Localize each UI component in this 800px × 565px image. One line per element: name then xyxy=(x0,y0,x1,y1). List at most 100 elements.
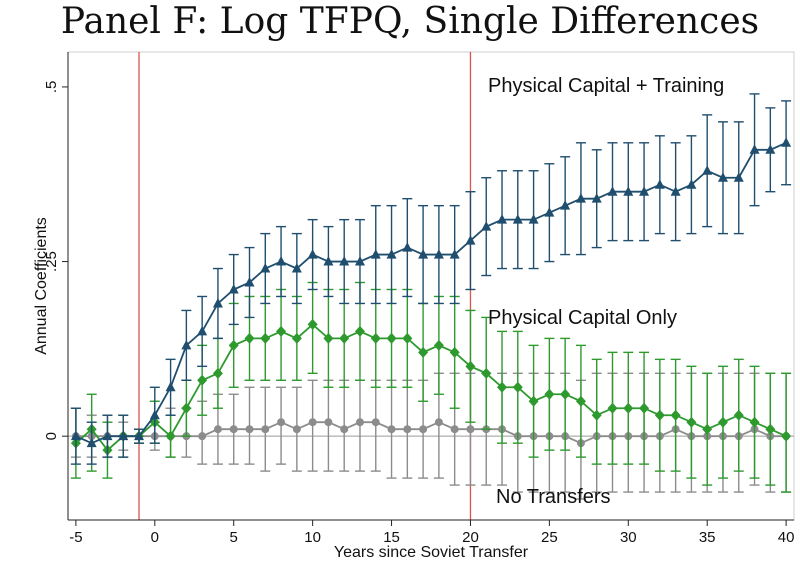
data-point xyxy=(212,367,223,379)
data-point xyxy=(607,186,618,196)
data-point xyxy=(403,425,412,434)
data-point xyxy=(465,235,476,245)
data-point xyxy=(197,325,208,336)
data-point xyxy=(228,283,239,294)
data-point xyxy=(781,137,792,147)
x-tick-label: 35 xyxy=(699,529,716,546)
data-point xyxy=(717,172,728,182)
data-point xyxy=(118,430,129,441)
data-point xyxy=(560,200,571,210)
data-point xyxy=(497,214,508,224)
data-point xyxy=(387,425,396,434)
data-point xyxy=(623,402,634,414)
chart-title: Panel F: Log TFPQ, Single Differences xyxy=(61,1,759,42)
data-point xyxy=(450,425,459,434)
data-point xyxy=(749,144,760,154)
data-point xyxy=(354,325,365,337)
annotation-physical-capital-training: Physical Capital + Training xyxy=(488,75,724,97)
x-tick-label: 40 xyxy=(778,529,795,546)
data-point xyxy=(355,418,364,427)
data-point xyxy=(165,430,176,442)
data-point xyxy=(323,256,334,266)
data-point xyxy=(623,186,634,196)
data-point xyxy=(433,249,444,259)
data-point xyxy=(70,430,81,441)
data-point xyxy=(386,332,397,344)
data-point xyxy=(277,418,286,427)
data-point xyxy=(591,193,602,203)
x-tick-label: 10 xyxy=(304,529,321,546)
data-point xyxy=(575,395,586,407)
data-point xyxy=(481,367,492,379)
data-point xyxy=(340,425,349,434)
x-axis-title: Years since Soviet Transfer xyxy=(334,544,529,561)
data-point xyxy=(402,332,413,344)
data-point xyxy=(261,425,270,434)
data-point xyxy=(781,430,792,442)
series-0 xyxy=(70,93,792,465)
data-point xyxy=(449,346,460,358)
data-point xyxy=(386,249,397,259)
data-point xyxy=(370,249,381,259)
data-point xyxy=(339,256,350,266)
data-point xyxy=(686,179,697,189)
data-point xyxy=(560,388,571,400)
data-point xyxy=(149,409,160,420)
data-point xyxy=(371,418,380,427)
data-point xyxy=(418,249,429,259)
data-point xyxy=(449,249,460,259)
data-point xyxy=(197,374,208,386)
series-line xyxy=(75,421,787,445)
data-point xyxy=(260,332,271,344)
data-point xyxy=(639,402,650,414)
data-point xyxy=(370,332,381,344)
data-point xyxy=(307,318,318,330)
data-point xyxy=(434,418,443,427)
data-point xyxy=(308,418,317,427)
data-point xyxy=(528,395,539,407)
data-point xyxy=(419,425,428,434)
data-point xyxy=(134,430,145,441)
data-point xyxy=(86,437,97,448)
data-point xyxy=(528,214,539,224)
axes: -5 0 5 10 15 20 25 30 35 40 0 .25 .5 xyxy=(43,81,794,546)
data-point xyxy=(102,430,113,441)
annotation-no-transfers: No Transfers xyxy=(496,486,610,508)
series-layer xyxy=(70,93,792,500)
series-line xyxy=(75,141,787,445)
data-point xyxy=(575,193,586,203)
plot-frame xyxy=(67,51,795,521)
data-point xyxy=(165,381,176,392)
data-point xyxy=(181,339,192,350)
data-point xyxy=(654,179,665,189)
x-tick-label: 30 xyxy=(620,529,637,546)
data-point xyxy=(591,409,602,421)
data-point xyxy=(544,207,555,217)
data-point xyxy=(670,186,681,196)
data-point xyxy=(765,423,776,435)
data-point xyxy=(717,416,728,428)
data-point xyxy=(512,214,523,224)
data-point xyxy=(198,432,207,441)
data-point xyxy=(749,416,760,428)
data-point xyxy=(765,144,776,154)
data-point xyxy=(465,360,476,372)
data-point xyxy=(244,332,255,344)
annotation-physical-capital-only: Physical Capital Only xyxy=(488,307,677,329)
data-point xyxy=(702,165,713,175)
y-tick-label: 0 xyxy=(43,432,60,440)
x-tick-label: 25 xyxy=(541,529,558,546)
data-point xyxy=(307,249,318,259)
data-point xyxy=(323,332,334,344)
data-point xyxy=(512,381,523,393)
y-tick-label: .25 xyxy=(43,251,60,272)
data-point xyxy=(466,425,475,434)
data-point xyxy=(244,277,255,287)
data-point xyxy=(733,409,744,421)
data-point xyxy=(639,186,650,196)
data-point xyxy=(276,325,287,337)
data-point xyxy=(291,263,302,273)
data-point xyxy=(670,409,681,421)
data-point xyxy=(260,263,271,273)
